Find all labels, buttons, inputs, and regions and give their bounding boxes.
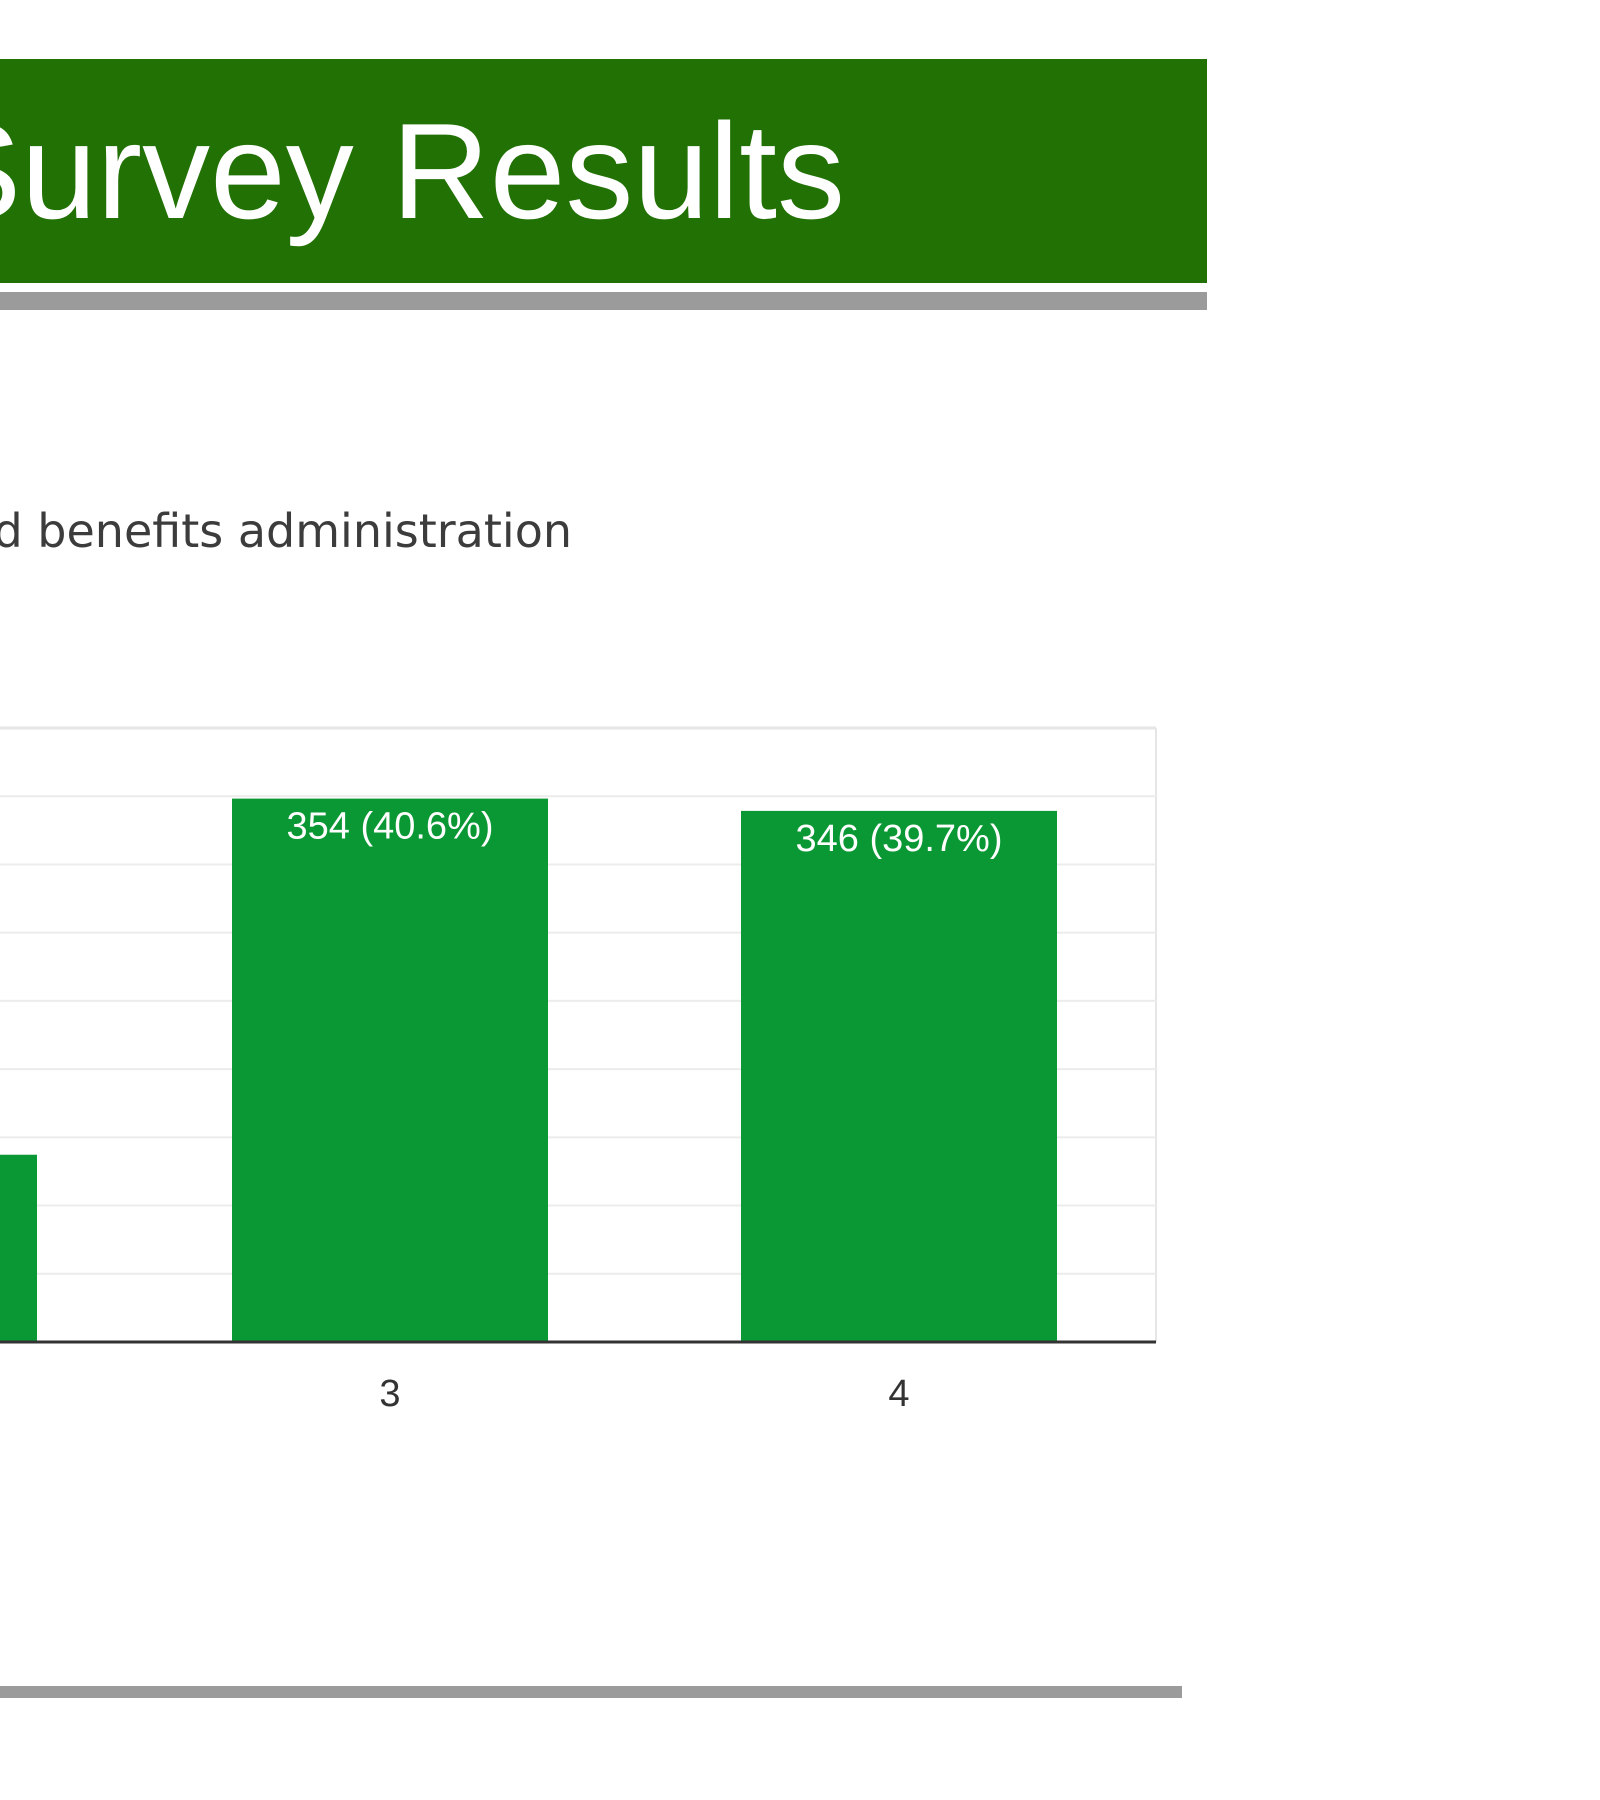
slide-title: Survey Results (0, 95, 845, 247)
x-tick-label: 3 (379, 1373, 400, 1415)
x-tick-label: 4 (888, 1373, 909, 1415)
bar-chart-svg: 354 (40.6%) 3 346 (39.7%) 4 (0, 726, 1157, 1415)
bar-chart: 354 (40.6%) 3 346 (39.7%) 4 (0, 720, 1180, 1420)
question-area: nd benefits administration (0, 495, 1207, 567)
title-banner: Survey Results (0, 59, 1207, 283)
question-text: nd benefits administration (0, 504, 572, 558)
title-divider (0, 292, 1207, 310)
bottom-divider (0, 1686, 1182, 1698)
bar-data-label: 346 (39.7%) (795, 818, 1002, 860)
bar-data-label: 354 (40.6%) (286, 806, 493, 848)
bar-4 (741, 810, 1057, 1342)
bar-partial (0, 1154, 37, 1342)
bar-3 (232, 798, 548, 1342)
